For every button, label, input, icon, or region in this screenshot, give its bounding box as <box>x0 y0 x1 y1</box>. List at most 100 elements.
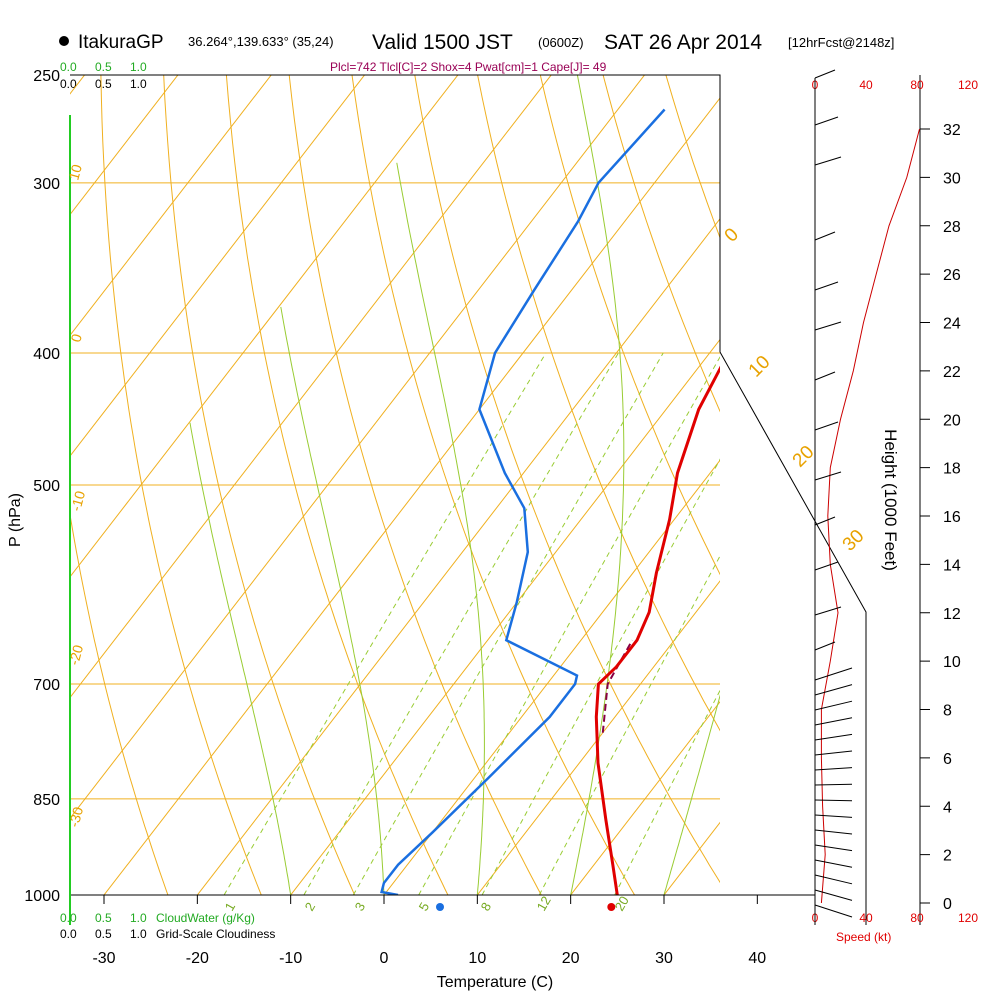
plot-frame <box>70 74 815 896</box>
mixing-ratio-line <box>223 352 547 895</box>
wind-barb <box>814 814 853 818</box>
isotherm-line <box>70 75 646 820</box>
isotherm-line <box>828 51 1000 924</box>
wind-barb-upper <box>814 471 842 481</box>
height-tick-label: 2 <box>943 848 952 865</box>
wind-barb <box>814 733 853 741</box>
temperature-line <box>594 365 720 895</box>
moist-adiabat-line <box>396 162 485 895</box>
height-tick-label: 22 <box>943 364 961 381</box>
wind-barb <box>814 750 853 756</box>
svg-text:0.5: 0.5 <box>95 77 112 91</box>
isotherm-label: -30 <box>65 805 86 829</box>
mixing-ratio-line <box>614 689 720 895</box>
moist-adiabat-line <box>663 694 720 895</box>
height-tick-label: 26 <box>943 267 961 284</box>
temp-tick-label: 20 <box>562 950 580 967</box>
svg-text:0.0: 0.0 <box>60 77 77 91</box>
wind-barb <box>814 859 853 868</box>
height-tick-label: 28 <box>943 219 961 236</box>
dry-adiabat-line <box>539 75 720 576</box>
zulu-time: (0600Z) <box>538 35 584 50</box>
isotherm-line <box>70 75 366 457</box>
speed-tick-label-bottom: 80 <box>910 911 924 925</box>
svg-text:CloudWater (g/Kg): CloudWater (g/Kg) <box>156 911 255 925</box>
isotherm-line <box>103 97 720 895</box>
height-tick-label: 8 <box>943 703 952 720</box>
svg-text:0.5: 0.5 <box>95 911 112 925</box>
pressure-tick-label: 500 <box>33 478 60 495</box>
isotherm-label: 10 <box>745 352 775 382</box>
mixing-ratio-label: 5 <box>416 900 433 914</box>
isotherm-line <box>383 459 720 895</box>
isotherm-label: -10 <box>67 489 88 513</box>
height-tick-label: 24 <box>943 316 961 333</box>
wind-barb <box>814 874 853 885</box>
wind-barb-upper <box>814 516 836 526</box>
pressure-tick-label: 300 <box>33 176 60 193</box>
height-tick-label: 18 <box>943 461 961 478</box>
temp-tick-label: -20 <box>186 950 209 967</box>
wind-barb-upper <box>814 641 836 651</box>
speed-tick-label-bottom: 40 <box>859 911 873 925</box>
dry-adiabat-line <box>845 51 1000 924</box>
dry-adiabat-line <box>477 75 720 732</box>
y-axis-title: P (hPa) <box>7 493 24 547</box>
moist-adiabat-line <box>189 422 292 895</box>
dry-adiabat-line <box>351 75 636 895</box>
svg-text:1.0: 1.0 <box>130 927 147 941</box>
wind-barb <box>814 904 853 918</box>
dry-adiabat-line <box>225 75 449 895</box>
wind-barb <box>814 684 853 696</box>
wind-barb <box>814 767 853 771</box>
wind-barb <box>814 829 853 835</box>
wind-barb-upper <box>814 281 839 291</box>
svg-text:0.0: 0.0 <box>60 911 77 925</box>
isotherm-line <box>290 338 720 895</box>
isotherm-line <box>70 75 179 216</box>
height-tick-label: 30 <box>943 170 961 187</box>
speed-tick-label-bottom: 120 <box>958 911 978 925</box>
pressure-tick-label: 400 <box>33 346 60 363</box>
svg-text:Grid-Scale Cloudiness: Grid-Scale Cloudiness <box>156 927 275 941</box>
dry-adiabat-line <box>288 75 542 895</box>
cloud-scale-top: 0.0 0.5 1.0 0.0 0.5 1.0 <box>60 60 147 91</box>
mixing-ratio-line <box>481 458 720 895</box>
mixing-ratio-line <box>418 356 720 895</box>
isotherm-label: 20 <box>789 442 819 472</box>
wind-barb-upper <box>814 116 839 126</box>
temp-tick-label: 30 <box>655 950 673 967</box>
valid-time: Valid 1500 JST <box>372 31 513 54</box>
x-axis-title: Temperature (C) <box>437 974 553 991</box>
station-coords: 36.264°,139.633° (35,24) <box>188 34 334 49</box>
mixing-ratio-line <box>352 352 664 895</box>
wind-barb <box>814 889 853 901</box>
dry-adiabat-line <box>100 75 262 895</box>
wind-barb-upper <box>814 371 836 381</box>
isotherm-line <box>70 75 552 699</box>
dry-adiabat-line <box>602 75 720 413</box>
wind-barb <box>814 700 853 711</box>
dewpoint-line <box>380 108 666 895</box>
svg-text:1.0: 1.0 <box>130 60 147 74</box>
temp-tick-label: -30 <box>92 950 115 967</box>
height-axis-title: Height (1000 Feet) <box>881 429 900 571</box>
tropopause-outline <box>719 351 867 925</box>
mixing-ratio-line <box>538 555 720 895</box>
temp-tick-label: 10 <box>468 950 486 967</box>
svg-text:0.5: 0.5 <box>95 60 112 74</box>
wind-barb <box>814 667 853 681</box>
mixing-ratio-label: 20 <box>612 893 632 913</box>
dry-adiabat-line <box>414 75 720 884</box>
isotherm-label: -20 <box>65 643 86 667</box>
height-tick-label: 10 <box>943 654 961 671</box>
height-tick-label: 20 <box>943 412 961 429</box>
temp-tick-label: 40 <box>748 950 766 967</box>
wind-barb <box>814 799 853 802</box>
isotherm-line <box>476 580 720 895</box>
isotherm-line <box>70 75 459 578</box>
dry-adiabat-line <box>70 511 169 895</box>
moist-adiabat-line <box>280 306 385 895</box>
isotherm-label: 30 <box>839 526 869 556</box>
